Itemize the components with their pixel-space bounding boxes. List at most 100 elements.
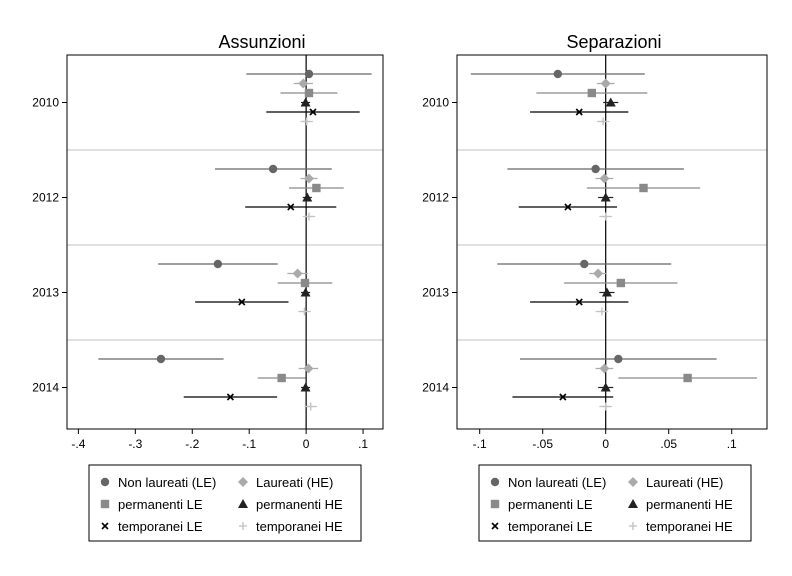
point-marker — [575, 298, 583, 306]
point-marker — [213, 259, 223, 269]
point-marker — [300, 287, 311, 297]
legend-label: temporanei HE — [646, 519, 733, 534]
point-marker — [302, 192, 313, 202]
point-marker — [591, 164, 600, 174]
legend-label: Laureati (HE) — [256, 475, 333, 490]
point-marker — [616, 278, 626, 288]
x-tick-label: -.05 — [532, 437, 553, 451]
plot-area — [456, 54, 768, 430]
legend-label: Laureati (HE) — [646, 475, 723, 490]
legend-label: temporanei LE — [508, 519, 593, 534]
legend-marker — [238, 499, 248, 508]
panel-separazioni: Separazioni -.1 -.05 0 .05 .1 2010 2012 2013 201… — [422, 32, 768, 542]
y-tick-label: 2014 — [32, 381, 59, 395]
y-tick-label: 2013 — [32, 286, 59, 300]
point-marker-stroke-b — [309, 108, 317, 116]
plot-area — [66, 54, 384, 430]
point-marker — [268, 164, 278, 174]
point-marker — [304, 69, 314, 79]
point-marker — [300, 97, 311, 107]
legend-marker — [239, 522, 247, 530]
point-marker — [600, 192, 611, 202]
point-marker — [292, 268, 303, 279]
point-marker — [639, 183, 648, 193]
x-tick-label: 0 — [303, 437, 310, 451]
legend-label: Non laureati (LE) — [118, 475, 216, 490]
point-marker — [683, 373, 692, 383]
y-tick-label: 2014 — [422, 381, 449, 395]
point-marker — [300, 278, 310, 288]
legend: Non laureati (LE) Laureati (HE) permanenti… — [478, 464, 752, 542]
x-tick-label: 0 — [602, 437, 609, 451]
point-marker — [597, 307, 606, 316]
point-marker — [599, 363, 610, 374]
point-marker — [564, 203, 572, 211]
point-marker-stroke-b — [559, 393, 567, 401]
legend-marker — [101, 522, 109, 530]
legend-marker — [629, 522, 637, 530]
point-marker — [605, 97, 616, 107]
point-marker — [599, 173, 610, 184]
x-tick-label: .1 — [727, 437, 737, 451]
point-marker — [304, 88, 314, 98]
point-marker — [238, 298, 246, 306]
point-marker — [287, 203, 295, 211]
point-marker-stroke-b — [564, 203, 572, 211]
point-marker — [614, 354, 623, 364]
legend-label: permanenti LE — [118, 497, 203, 512]
point-marker — [312, 183, 321, 193]
legend-label: permanenti LE — [508, 497, 593, 512]
y-tick-label: 2013 — [422, 286, 449, 300]
y-tick-label: 2012 — [32, 191, 59, 205]
legend-marker-stroke-b — [491, 522, 499, 530]
x-tick-label: -.1 — [242, 437, 256, 451]
point-marker-stroke-b — [226, 393, 234, 401]
point-marker — [593, 268, 604, 279]
legend-box — [88, 464, 362, 542]
legend-marker — [100, 477, 110, 487]
point-marker — [226, 393, 234, 401]
legend-label: temporanei LE — [118, 519, 203, 534]
point-marker — [600, 78, 611, 89]
point-marker — [580, 259, 589, 269]
point-marker — [599, 117, 608, 126]
legend-box — [478, 464, 752, 542]
legend-label: permanenti HE — [256, 497, 343, 512]
point-marker — [600, 382, 611, 392]
x-tick-label: .05 — [660, 437, 677, 451]
point-marker — [601, 287, 612, 297]
point-marker-stroke-b — [287, 203, 295, 211]
legend-marker-stroke-b — [101, 522, 109, 530]
point-marker — [575, 108, 583, 116]
legend: Non laureati (LE) Laureati (HE) permanenti… — [88, 464, 362, 542]
panel-title-assunzioni: Assunzioni — [218, 32, 305, 52]
x-tick-label: .1 — [358, 437, 368, 451]
point-marker — [306, 402, 315, 411]
panel-title-separazioni: Separazioni — [566, 32, 661, 52]
legend-label: Non laureati (LE) — [508, 475, 606, 490]
point-marker — [559, 393, 567, 401]
legend-marker — [628, 477, 638, 487]
y-tick-label: 2010 — [422, 96, 449, 110]
legend-marker — [490, 499, 500, 509]
legend-marker — [491, 522, 499, 530]
point-marker — [300, 307, 309, 316]
point-marker — [298, 78, 309, 89]
legend-marker — [628, 499, 638, 508]
point-marker-stroke-b — [575, 108, 583, 116]
point-marker — [303, 363, 314, 374]
y-tick-label: 2012 — [422, 191, 449, 205]
point-marker-stroke-b — [575, 298, 583, 306]
x-tick-label: -.1 — [473, 437, 487, 451]
x-tick-label: -.2 — [185, 437, 199, 451]
panel-assunzioni: Assunzioni -.4 -.3 -.2 -.1 0 .1 2010 2012 2013 20… — [32, 32, 384, 542]
point-marker — [156, 354, 166, 364]
point-marker — [309, 108, 317, 116]
legend-label: temporanei HE — [256, 519, 343, 534]
point-marker — [601, 212, 610, 221]
point-marker — [304, 212, 313, 221]
point-marker — [601, 402, 610, 411]
legend-label: permanenti HE — [646, 497, 733, 512]
point-marker — [300, 382, 311, 392]
